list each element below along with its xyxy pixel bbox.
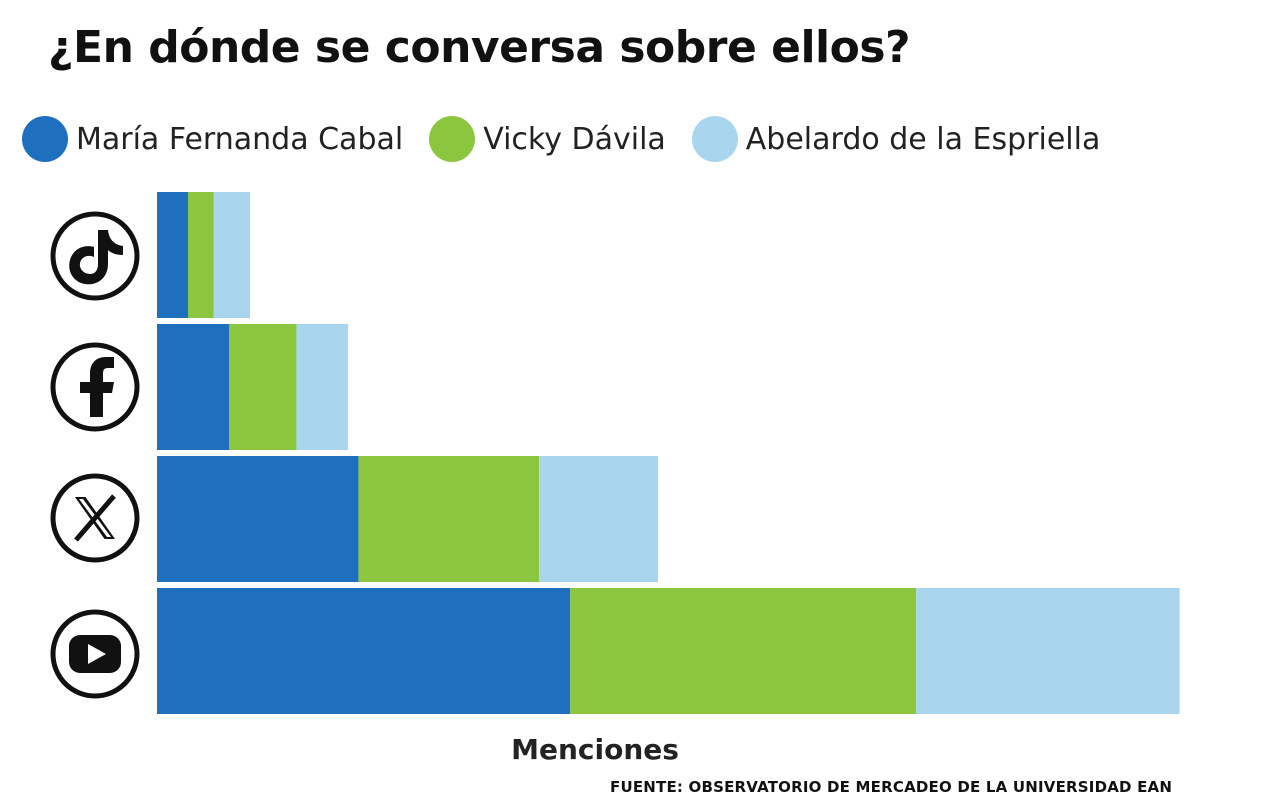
- chart-title: ¿En dónde se conversa sobre ellos?: [48, 22, 911, 73]
- bar-x-series-2: [539, 456, 659, 582]
- x-axis-label: Menciones: [511, 733, 679, 766]
- bar-facebook-series-2: [296, 324, 349, 450]
- bar-tiktok-series-1: [187, 192, 214, 318]
- bar-facebook-series-1: [229, 324, 297, 450]
- bar-youtube-series-0: [157, 588, 571, 714]
- legend-label-cabal: María Fernanda Cabal: [76, 121, 404, 157]
- legend-swatch-cabal: [22, 116, 68, 162]
- tiktok-icon: [50, 211, 140, 301]
- legend-item-davila: Vicky Dávila: [429, 116, 666, 162]
- youtube-icon: [50, 609, 140, 699]
- legend-label-davila: Vicky Dávila: [483, 121, 666, 157]
- bar-x-series-0: [157, 456, 359, 582]
- x-icon: [50, 473, 140, 563]
- bar-youtube-series-2: [916, 588, 1180, 714]
- legend-swatch-espriella: [691, 116, 738, 162]
- bar-youtube-series-1: [570, 588, 917, 714]
- facebook-icon: [50, 342, 140, 432]
- bar-facebook-series-0: [157, 324, 230, 450]
- bars-group: [157, 192, 1180, 714]
- bar-tiktok-series-2: [213, 192, 250, 318]
- legend-item-cabal: María Fernanda Cabal: [22, 116, 403, 162]
- stacked-bar-chart: [50, 192, 1180, 714]
- legend-swatch-davila: [429, 116, 476, 162]
- source-note: FUENTE: OBSERVATORIO DE MERCADEO DE LA U…: [610, 778, 1173, 796]
- legend-item-espriella: Abelardo de la Espriella: [691, 116, 1101, 162]
- legend: María Fernanda Cabal Vicky Dávila Abelar…: [22, 116, 1126, 162]
- legend-label-espriella: Abelardo de la Espriella: [745, 121, 1101, 157]
- bar-x-series-1: [358, 456, 540, 582]
- bar-tiktok-series-0: [157, 192, 188, 318]
- category-icons: [50, 211, 140, 699]
